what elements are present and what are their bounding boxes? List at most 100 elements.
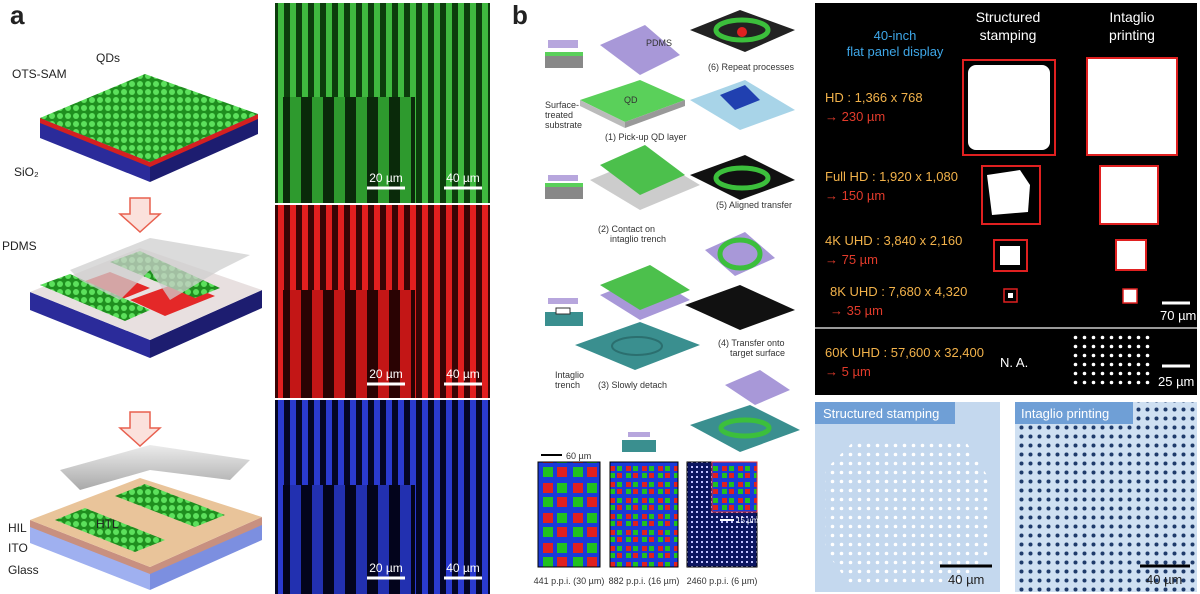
process-diagram-shape [548,298,578,304]
qd-slab [40,74,258,182]
panel-a: a OTS-SAM QDs SiO₂ PDMS HIL HTL ITO Glas… [2,0,490,594]
caption: 441 p.p.i. (30 µm) [534,576,605,586]
step-label: (1) Pick-up QD layer [605,132,687,142]
pixel-arrays-shape [610,462,678,567]
stamp-slab [30,238,262,358]
process-diagram [545,10,800,452]
resolution-table-shape [1087,58,1177,155]
header: Structured [976,9,1041,25]
label: HIL [8,521,27,535]
process-diagram-shape [548,175,578,181]
scale-label: 20 µm [369,367,403,381]
header: 40-inch [874,28,917,43]
cell: N. A. [1000,355,1028,370]
resolution-table-shape [1116,240,1146,270]
arrow [120,198,160,232]
label: ITO [8,541,28,555]
step-label: (3) Slowly detach [598,380,667,390]
image-title: Structured stamping [823,406,939,421]
panel-label: b [512,0,528,30]
resolution-table-shape [1000,246,1020,265]
resolution-table-shape [1008,293,1013,298]
process-diagram-shape [600,25,680,75]
scale-label: 25 µm [1158,374,1194,389]
scale-label: 70 µm [1160,308,1196,323]
scale-label: 40 µm [1146,572,1182,587]
scale-label: 40 µm [446,561,480,575]
process-diagram-shape [545,187,583,199]
label: Glass [8,563,39,577]
process-diagram-shape [545,183,583,187]
pitch: → 150 µm [825,188,885,203]
process-diagram-shape [622,440,656,452]
image-title: Intaglio printing [1021,406,1109,421]
scale-label: 40 µm [446,367,480,381]
resolution-table-shape [1069,335,1150,389]
resolution-table-shape [968,65,1050,150]
header: stamping [980,27,1037,43]
pitch: → 5 µm [825,364,871,379]
process-diagram-shape [690,155,795,200]
intaglio-image [1015,402,1197,592]
resolution: Full HD : 1,920 x 1,080 [825,169,958,184]
process-diagram-shape [575,322,700,370]
pixel-arrays [538,455,757,567]
label: SiO₂ [14,165,39,179]
pitch: → 75 µm [825,252,878,267]
label: PDMS [646,38,672,48]
stamping-image-shape [825,440,990,585]
resolution-table-shape [987,170,1030,215]
step-label: intaglio trench [610,234,666,244]
label: PDMS [2,239,37,253]
scale-label: 40 µm [948,572,984,587]
step-label: target surface [730,348,785,358]
scale-label: 60 µm [566,451,591,461]
resolution: 8K UHD : 7,680 x 4,320 [830,284,967,299]
label: QD [624,95,638,105]
process-diagram-shape [548,40,578,48]
process-diagram-shape [545,56,583,68]
resolution: 4K UHD : 3,840 x 2,160 [825,233,962,248]
header: flat panel display [847,44,944,59]
pitch: → 35 µm [830,303,883,318]
label: QDs [96,51,120,65]
label: trench [555,380,580,390]
panel-label: a [10,0,25,30]
resolution-table-shape [1100,166,1158,224]
resolution-table-shape [1123,289,1137,303]
pitch: → 230 µm [825,109,885,124]
process-diagram-shape [545,52,583,56]
micrograph-blue: 20 µm 40 µm [275,400,490,594]
label: treated [545,110,573,120]
scale-label: 20 µm [369,171,403,185]
pixel-arrays-shape [538,462,600,567]
label: Intaglio [555,370,584,380]
device-slab [30,445,262,590]
caption: 882 p.p.i. (16 µm) [609,576,680,586]
arrow [120,412,160,446]
step-label: (2) Contact on [598,224,655,234]
process-diagram-shape [690,405,800,452]
step-label: (4) Transfer onto [718,338,785,348]
resolution: HD : 1,366 x 768 [825,90,923,105]
process-diagram-shape [725,370,790,405]
label: Surface- [545,100,579,110]
process-diagram-shape [685,285,795,330]
label: OTS-SAM [12,67,67,81]
micrograph-red-shape [283,290,415,398]
scale-label: 15 µm [736,516,759,525]
label: substrate [545,120,582,130]
step-label: (6) Repeat processes [708,62,795,72]
process-diagram-shape [628,432,650,437]
step-label: (5) Aligned transfer [716,200,792,210]
intaglio-image-shape [1015,402,1197,592]
micrograph-green: 20 µm 40 µm [275,3,490,203]
figure: a OTS-SAM QDs SiO₂ PDMS HIL HTL ITO Glas… [0,0,1200,594]
process-diagram-shape [737,27,747,37]
scale-label: 40 µm [446,171,480,185]
resolution: 60K UHD : 57,600 x 32,400 [825,345,984,360]
panel-b: b PDMS QD Surface- treated substrate (1)… [512,0,1197,592]
header: Intaglio [1109,9,1154,25]
process-diagram-shape [556,308,570,314]
label: HTL [96,517,119,531]
